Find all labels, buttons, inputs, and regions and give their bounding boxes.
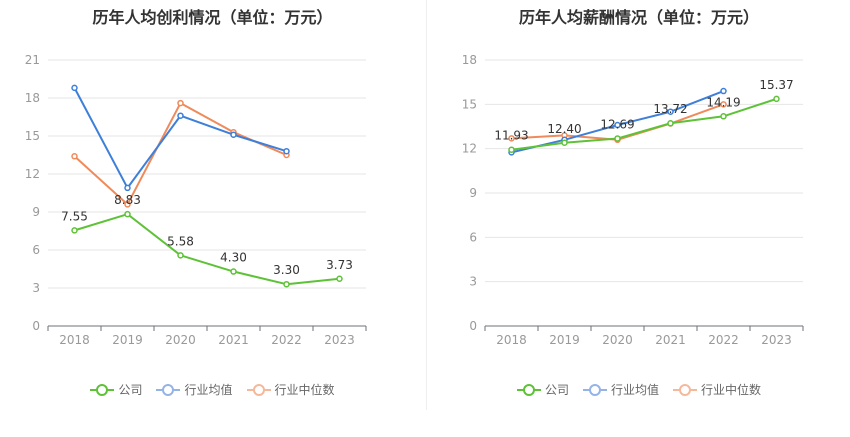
x-tick-label: 2019 [112, 333, 143, 347]
data-point-company [177, 252, 184, 259]
data-point-company [124, 210, 131, 218]
legend-item-industry-avg[interactable]: 行业均值 [582, 381, 659, 398]
data-point-industry-avg [177, 112, 184, 119]
data-point-company [283, 280, 290, 288]
data-point-company [773, 95, 780, 103]
data-label: 5.58 [167, 234, 194, 248]
y-tick-label: 12 [25, 167, 40, 181]
data-point-industry-median [508, 135, 515, 142]
chart-title: 历年人均创利情况（单位：万元） [92, 8, 333, 27]
x-tick-label: 2022 [708, 333, 739, 347]
legend-industry-avg-marker-icon [582, 383, 607, 396]
y-tick-label: 0 [32, 319, 40, 333]
x-tick-label: 2018 [496, 333, 527, 347]
legend-label: 公司 [118, 383, 143, 397]
y-tick-label: 18 [462, 53, 477, 67]
y-tick-label: 6 [469, 230, 477, 244]
legend-label: 行业中位数 [701, 383, 762, 397]
data-label: 14.19 [706, 95, 740, 109]
data-label: 3.30 [273, 263, 300, 277]
data-point-company [230, 268, 237, 275]
x-tick-label: 2022 [271, 333, 302, 347]
legend-item-industry-median[interactable]: 行业中位数 [673, 381, 761, 398]
data-point-industry-median [177, 99, 184, 107]
data-label: 12.69 [600, 117, 634, 131]
data-label: 13.72 [653, 102, 687, 116]
y-tick-label: 9 [32, 205, 40, 219]
y-tick-label: 9 [469, 186, 477, 200]
panel-divider [426, 0, 427, 410]
data-point-company [71, 227, 78, 234]
data-point-company [508, 146, 515, 153]
y-tick-label: 15 [25, 129, 40, 143]
data-point-company [720, 113, 727, 120]
data-point-industry-avg [614, 121, 621, 129]
x-tick-label: 2020 [165, 333, 196, 347]
data-point-industry-avg [667, 108, 674, 115]
y-tick-label: 6 [32, 243, 40, 257]
chart-title: 历年人均薪酬情况（单位：万元） [518, 8, 759, 27]
legend-industry-avg-marker-icon [156, 383, 181, 396]
legend-label: 公司 [544, 383, 569, 397]
y-tick-label: 15 [462, 97, 477, 111]
x-tick-label: 2021 [655, 333, 686, 347]
legend-label: 行业均值 [184, 383, 233, 397]
data-point-industry-median [720, 101, 727, 108]
series-line-company [511, 97, 777, 151]
legend-industry-median-marker-icon [673, 383, 697, 396]
salary-per-employee-chart: 0 3 6 9 12 15 18 2018 2019 2020 2021 2022 2023 11.93 1… [462, 53, 804, 347]
data-point-industry-median [124, 201, 131, 208]
y-tick-label: 18 [25, 91, 40, 105]
data-point-company [336, 275, 343, 283]
legend-company-marker-icon [90, 383, 115, 396]
x-tick-label: 2019 [549, 333, 580, 347]
y-tick-label: 12 [462, 142, 477, 156]
x-tick-label: 2020 [602, 333, 633, 347]
x-tick-label: 2021 [218, 333, 249, 347]
legend-industry-median-marker-icon [246, 383, 271, 396]
series-line-company [74, 213, 340, 286]
data-point-industry-avg [720, 87, 727, 95]
data-point-industry-avg [124, 184, 131, 192]
y-tick-label: 3 [32, 281, 40, 295]
data-label: 12.40 [547, 122, 581, 136]
y-tick-label: 0 [469, 319, 477, 333]
data-point-company [667, 119, 674, 127]
legend-item-industry-median[interactable]: 行业中位数 [246, 381, 335, 398]
legend-item-company[interactable]: 公司 [90, 381, 142, 398]
data-point-company [561, 139, 568, 147]
legend-company-marker-icon [516, 383, 541, 396]
chart-legend: 公司 行业均值 行业中位数 [428, 381, 850, 398]
data-point-industry-avg [283, 147, 290, 155]
data-label: 4.30 [220, 251, 247, 265]
legend-item-company[interactable]: 公司 [516, 381, 569, 398]
data-point-industry-avg [71, 84, 78, 92]
data-point-company [614, 135, 621, 142]
legend-item-industry-avg[interactable]: 行业均值 [156, 381, 233, 398]
data-point-industry-avg [230, 131, 237, 138]
y-tick-label: 3 [469, 275, 477, 289]
x-tick-label: 2023 [324, 333, 355, 347]
x-tick-label: 2018 [59, 333, 90, 347]
profit-per-employee-panel: 历年人均创利情况（单位：万元） 0 3 6 9 12 15 18 21 2018 2019 2020… [0, 8, 425, 398]
legend-label: 行业均值 [610, 383, 659, 397]
y-tick-label: 21 [25, 53, 40, 67]
data-label: 7.55 [61, 209, 88, 223]
data-point-industry-median [71, 153, 78, 160]
data-label: 15.37 [759, 78, 793, 92]
data-label: 11.93 [494, 129, 528, 143]
x-tick-label: 2023 [761, 333, 792, 347]
data-label: 8.83 [114, 193, 141, 207]
data-label: 3.73 [326, 258, 353, 272]
salary-per-employee-panel: 历年人均薪酬情况（单位：万元） 0 3 6 9 12 15 18 2018 2019 2020 20… [428, 0, 850, 437]
profit-per-employee-chart: 0 3 6 9 12 15 18 21 2018 2019 2020 2021 2022 2023 7.55… [25, 53, 367, 347]
legend-label: 行业中位数 [274, 383, 335, 397]
chart-legend: 公司 行业均值 行业中位数 [0, 381, 425, 398]
